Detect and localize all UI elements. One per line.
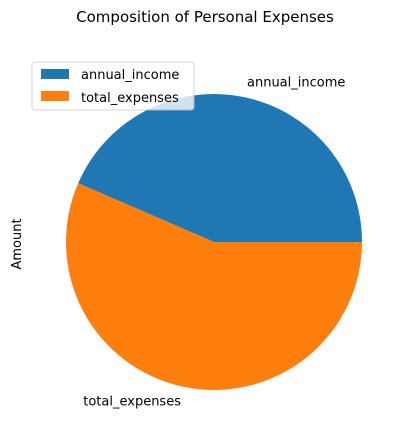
y-axis-label: Amount (10, 218, 25, 269)
legend-box (31, 61, 195, 111)
legend-label-total-expenses: total_expenses (81, 91, 179, 106)
legend-swatch-annual-income (41, 69, 69, 79)
slice-labels: annual_income total_expenses (83, 76, 345, 410)
legend-swatch-total-expenses (41, 91, 69, 101)
slice-label-annual-income: annual_income (247, 76, 345, 91)
legend: annual_income total_expenses (31, 61, 195, 111)
pie-slice-total-expenses (65, 183, 362, 391)
legend-label-annual-income: annual_income (81, 68, 179, 83)
pie-slices (65, 94, 363, 391)
pie-slice-annual-income (78, 94, 363, 243)
chart-title: Composition of Personal Expenses (76, 8, 334, 26)
slice-label-total-expenses: total_expenses (83, 394, 181, 409)
